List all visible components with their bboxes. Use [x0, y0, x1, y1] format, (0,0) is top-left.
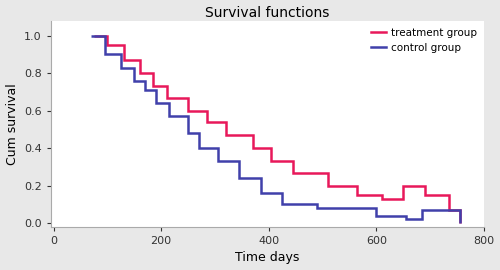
Title: Survival functions: Survival functions — [205, 6, 330, 19]
Y-axis label: Cum survival: Cum survival — [6, 83, 18, 165]
X-axis label: Time days: Time days — [235, 251, 300, 264]
Legend: treatment group, control group: treatment group, control group — [368, 26, 478, 55]
